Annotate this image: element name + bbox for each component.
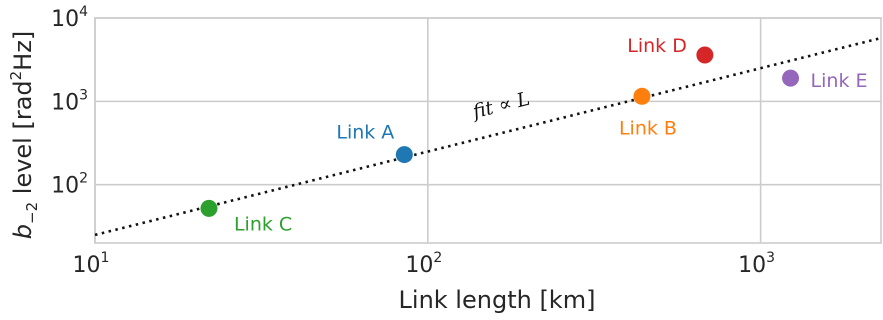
- point-label-link-c: Link C: [234, 213, 292, 235]
- points-layer: Link A Link B Link C Link D Link E: [200, 35, 868, 235]
- x-tick-exponent: 3: [766, 250, 775, 266]
- point-link-c: [200, 199, 218, 217]
- y-tick-base: 10: [51, 174, 79, 199]
- y-tick-base: 10: [51, 7, 79, 32]
- fit-label-text: fit ∝: [469, 91, 520, 124]
- fit-label: fit ∝ L: [469, 88, 532, 124]
- y-axis-title-middle: level [rad: [9, 80, 37, 202]
- y-tick-exponent: 2: [79, 171, 88, 187]
- x-tick-base: 10: [73, 253, 101, 278]
- y-axis-title-prefix: b: [9, 224, 37, 239]
- x-tick-labels: 101 102 103: [73, 250, 776, 278]
- y-tick-label-0: 102: [51, 171, 88, 199]
- point-label-link-d: Link D: [627, 35, 687, 57]
- y-axis-title-subscript: −2: [23, 202, 41, 224]
- point-link-a: [395, 146, 413, 164]
- y-tick-label-1: 103: [51, 87, 88, 115]
- plot-frame: [94, 17, 882, 244]
- y-axis-title: b−2 level [rad2Hz]: [7, 31, 41, 239]
- x-tick-exponent: 2: [433, 250, 442, 266]
- y-tick-base: 10: [51, 90, 79, 115]
- y-tick-exponent: 3: [79, 87, 88, 103]
- x-tick-label-2: 103: [738, 250, 775, 278]
- x-tick-label-1: 102: [405, 250, 442, 278]
- point-label-link-a: Link A: [336, 122, 394, 144]
- point-link-d: [696, 46, 714, 64]
- point-link-e: [782, 69, 800, 87]
- x-tick-base: 10: [405, 253, 433, 278]
- fit-line: [94, 36, 882, 237]
- x-axis-title: Link length [km]: [399, 286, 596, 314]
- y-axis-title-suffix: Hz]: [9, 31, 37, 71]
- x-tick-base: 10: [738, 253, 766, 278]
- y-tick-exponent: 4: [79, 4, 88, 20]
- x-tick-label-0: 101: [73, 250, 110, 278]
- point-link-b: [633, 87, 651, 105]
- point-label-link-e: Link E: [811, 70, 868, 92]
- fit-label-var: L: [514, 88, 533, 113]
- point-label-link-b: Link B: [619, 117, 677, 139]
- y-axis-title-superscript: 2: [7, 71, 25, 81]
- x-tick-exponent: 1: [101, 250, 110, 266]
- y-tick-label-2: 104: [51, 4, 88, 32]
